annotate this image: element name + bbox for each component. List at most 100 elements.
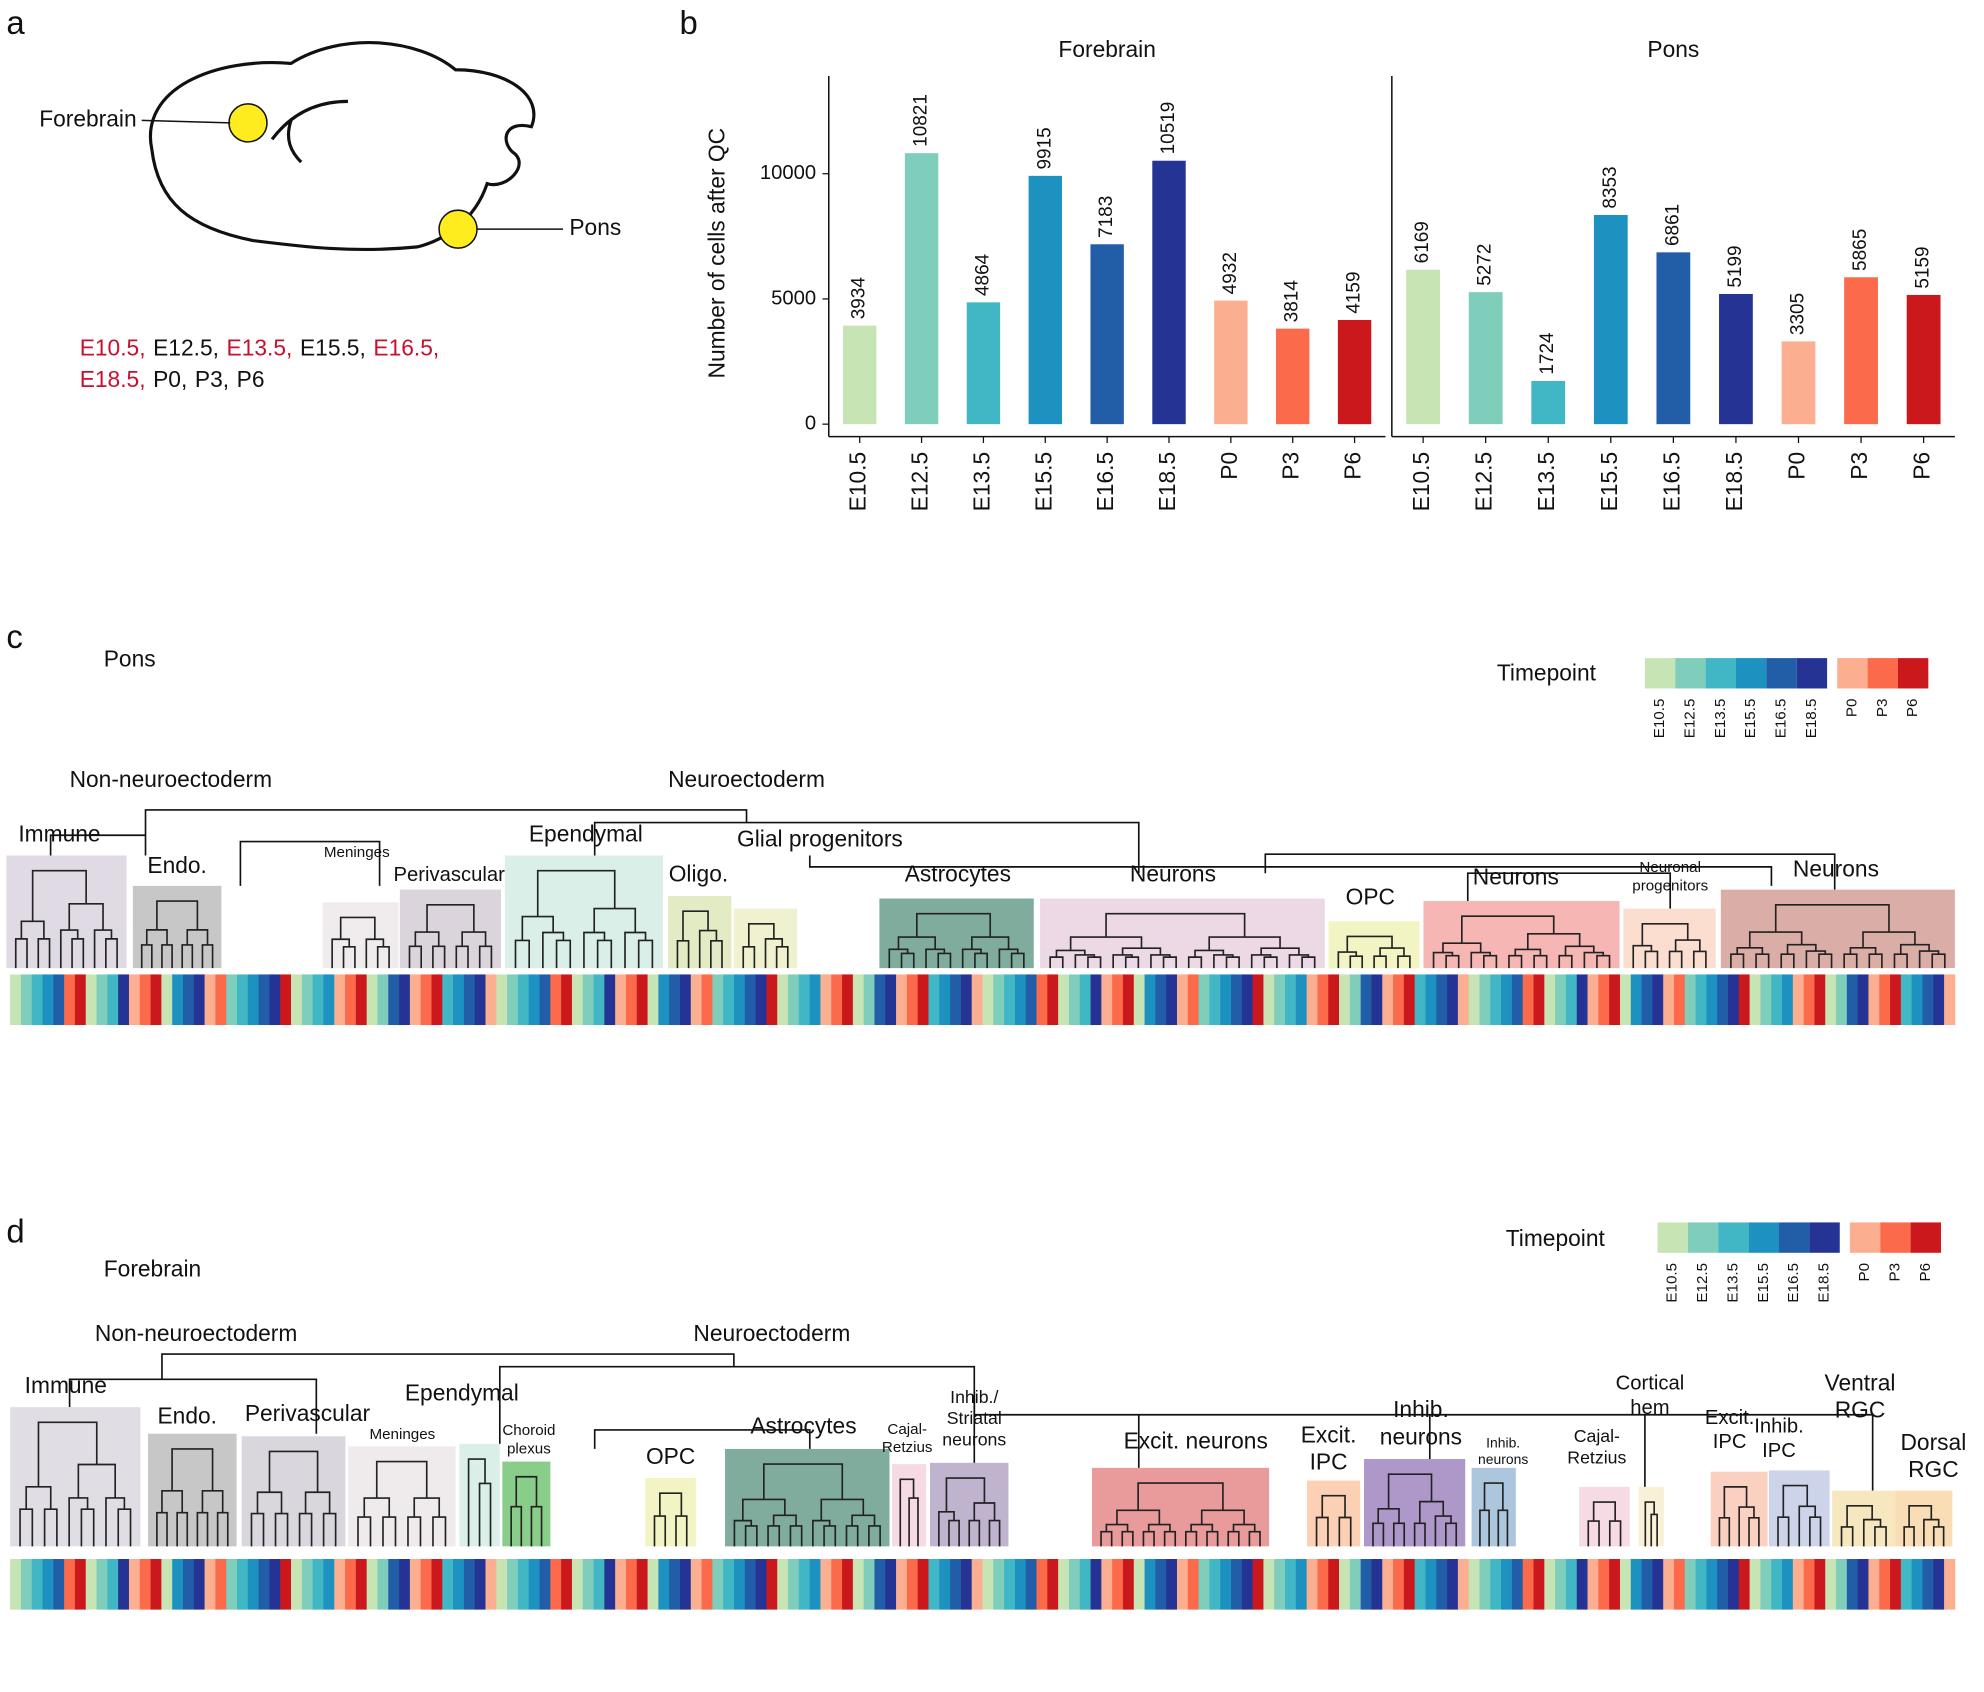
dendrogram-branch [1250,954,1272,969]
timepoint-cell [896,974,908,1026]
timepoint-cell [1403,974,1416,1026]
timepoint-cell [874,1559,886,1610]
timepoint-cell [291,1559,303,1610]
dendrogram-branch [1162,956,1177,969]
facet-title: Forebrain [1058,36,1155,62]
timepoint-cell [647,974,659,1026]
timepoint-cell [1695,974,1707,1026]
cluster-box [347,1446,456,1547]
timepoint-cell [345,974,357,1026]
dendrogram-branch [682,910,709,941]
timepoint-cell [1068,1559,1081,1610]
timepoint-cell [723,974,735,1026]
timepoint-cell [1825,1559,1837,1610]
dendrogram-branch [1846,1505,1873,1527]
timepoint-cell [1641,974,1653,1026]
timepoint-cell [280,1559,292,1610]
dendrogram-branch [1809,1516,1822,1547]
timepoint-cell [1166,974,1178,1026]
timepoint-cell [1544,974,1556,1026]
dendrogram-branch [1644,1501,1655,1547]
cluster-box [10,1407,141,1547]
timepoint-cell [291,974,303,1026]
timepoint-cell [1155,1559,1167,1610]
timepoint-cell [831,1559,843,1610]
timepoint-cell [658,1559,670,1610]
pons-site [438,209,478,249]
legend-swatch [1736,658,1767,689]
timepoint-cell [182,1559,195,1610]
brain-outline [148,41,536,252]
panel-letter: a [6,4,25,41]
timepoint-cell [1285,974,1297,1026]
timepoint-cell [1112,974,1124,1026]
timepoint-cell [1792,974,1805,1026]
group-label: Neurons [1130,861,1216,887]
timepoint-cell [453,974,465,1026]
timepoint-cell [1868,974,1880,1026]
value-label: 10821 [911,94,932,147]
dendrogram-branch [1121,1530,1134,1547]
timepoint-cell [345,1559,357,1610]
timepoint-cell [528,974,540,1026]
timepoint-cell [1555,974,1567,1026]
timepoint-cell [409,1559,422,1610]
legend-label: P3 [1886,1263,1903,1282]
legend-label: E12.5 [1694,1263,1711,1303]
timepoint-cell [755,1559,767,1610]
legend-swatch [1779,1222,1810,1253]
legend-label: E16.5 [1773,699,1790,739]
timepoint-cell [1728,1559,1740,1610]
timepoint-cell [1922,974,1934,1026]
dendrogram-branch [1321,1494,1346,1518]
timepoint-cell [755,974,767,1026]
dendrogram-branch [298,1512,313,1547]
group-label: Perivascular [394,864,506,886]
timepoint-cell [744,974,756,1026]
timepoint-cell [301,1559,314,1610]
dendrogram-branch [407,1516,422,1547]
bar [1531,380,1566,425]
timepoint-cell [550,1559,562,1610]
dendrogram-branch [659,1492,683,1517]
timepoint-cell [31,974,43,1026]
dendrogram-branch [1641,922,1689,946]
timepoint-cell [982,974,994,1026]
timepoint-cell [42,974,54,1026]
timepoint-cell [1393,974,1405,1026]
dendrogram-branch [1263,956,1278,969]
dendrogram-branch [1379,947,1405,957]
cluster-box [1720,889,1955,969]
timepoint-cell [1371,974,1383,1026]
timepoint-cell [971,1559,983,1610]
timepoint-cell [496,1559,508,1610]
timepoint-cell [1479,974,1491,1026]
x-tick-label: E18.5 [1721,452,1747,511]
timepoint-cell [625,974,638,1026]
value-label: 3814 [1282,280,1303,322]
bar [966,302,1001,425]
dendrogram-branch [1483,1482,1504,1511]
timepoint-cell [204,974,216,1026]
timepoint-cell [604,974,616,1026]
timepoint-cell [1306,1559,1318,1610]
dendrogram-branch [772,1514,797,1526]
timepoint-cell [788,974,800,1026]
dendrogram-branch [897,936,936,950]
timepoint-cell [690,974,702,1026]
dendrogram-branch [971,936,1010,950]
timepoint-cell [107,1559,119,1610]
timepoint-cell [1836,1559,1848,1610]
timepoint-cell [798,974,811,1026]
group-label: Ependymal [529,820,643,846]
timepoint-cell [74,1559,87,1610]
x-tick-label: P3 [1278,452,1304,480]
dendrogram-link [68,1353,976,1463]
timepoint-cell [237,974,249,1026]
timepoint-cell [820,974,832,1026]
timepoint-cell [1360,1559,1372,1610]
timepoint-cell [993,1559,1005,1610]
timepoint-cell [377,1559,389,1610]
timepoint-cell [863,1559,875,1610]
timepoint: E15.5, [300,334,366,360]
